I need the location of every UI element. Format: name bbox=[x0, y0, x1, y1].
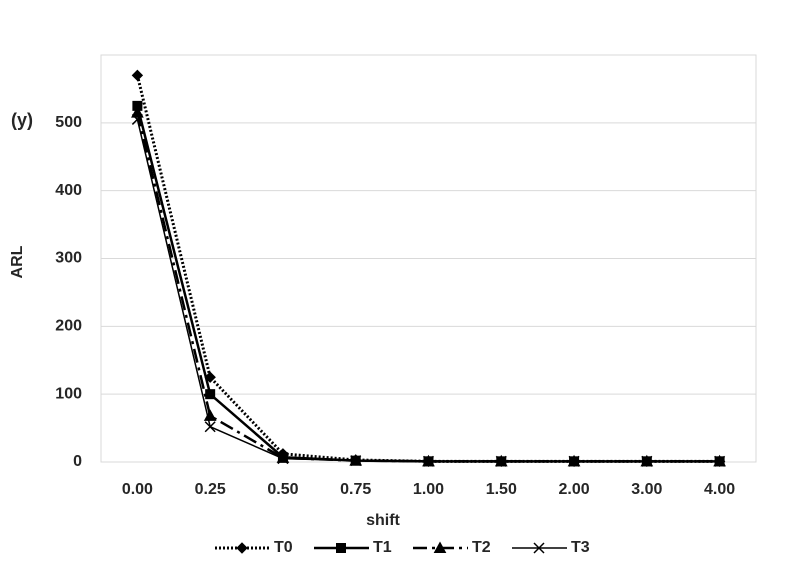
marker bbox=[204, 421, 216, 433]
y-tick-label: 0 bbox=[73, 453, 82, 470]
marker bbox=[277, 453, 289, 465]
x-tick-label: 0.50 bbox=[267, 481, 298, 498]
x-tick-label: 1.50 bbox=[486, 481, 517, 498]
marker bbox=[714, 455, 726, 467]
y-tick-label: 500 bbox=[55, 114, 82, 131]
y-tick-label: 100 bbox=[55, 385, 82, 402]
marker bbox=[131, 113, 143, 125]
x-tick-label: 0.75 bbox=[340, 481, 371, 498]
legend-label: T1 bbox=[373, 539, 392, 556]
legend-marker bbox=[236, 542, 248, 554]
marker bbox=[131, 106, 144, 118]
y-tick-label: 200 bbox=[55, 318, 82, 335]
x-tick-label: 2.00 bbox=[558, 481, 589, 498]
marker bbox=[350, 455, 362, 467]
legend-label: T0 bbox=[274, 539, 293, 556]
marker bbox=[495, 455, 507, 467]
legend-marker bbox=[336, 543, 346, 553]
marker bbox=[131, 69, 144, 82]
x-tick-label: 0.00 bbox=[122, 481, 153, 498]
marker bbox=[641, 455, 653, 467]
legend-label: T3 bbox=[571, 539, 590, 556]
y-tick-label: 400 bbox=[55, 182, 82, 199]
legend-label: T2 bbox=[472, 539, 491, 556]
x-tick-label: 3.00 bbox=[631, 481, 662, 498]
x-axis-label: shift bbox=[366, 512, 400, 529]
marker bbox=[205, 389, 216, 400]
y-tick-label: 300 bbox=[55, 250, 82, 267]
annotation: (y) bbox=[11, 110, 33, 130]
x-tick-label: 4.00 bbox=[704, 481, 735, 498]
x-tick-label: 0.25 bbox=[195, 481, 226, 498]
x-tick-label: 1.00 bbox=[413, 481, 444, 498]
marker bbox=[422, 455, 435, 467]
legend-marker bbox=[533, 542, 545, 554]
legend-marker bbox=[433, 541, 447, 553]
marker bbox=[568, 455, 580, 467]
y-axis-label: ARL bbox=[9, 245, 26, 278]
